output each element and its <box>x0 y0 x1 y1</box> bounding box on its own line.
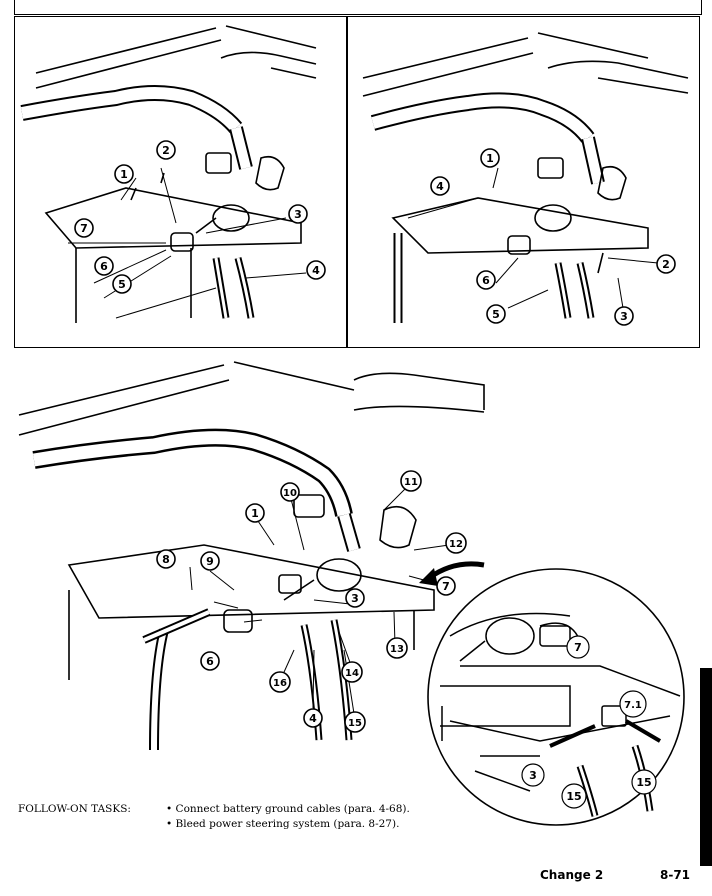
svg-text:7: 7 <box>574 641 582 654</box>
figure-bottom: 1 3 4 6 7 8 9 10 11 12 13 14 15 16 <box>18 361 485 751</box>
callout-marker: 4 <box>303 708 323 728</box>
svg-text:15: 15 <box>566 790 581 803</box>
follow-on-tasks: FOLLOW-ON TASKS: • Connect battery ground… <box>18 802 410 832</box>
svg-text:8: 8 <box>162 553 170 566</box>
svg-text:11: 11 <box>404 477 418 488</box>
callout-marker: 2 <box>156 140 176 160</box>
svg-text:4: 4 <box>309 712 317 725</box>
svg-text:9: 9 <box>206 555 214 568</box>
callout-marker: 3 <box>614 306 634 326</box>
callout-marker: 15 <box>561 783 587 809</box>
callout-marker: 6 <box>476 270 496 290</box>
callout-marker: 7 <box>74 218 94 238</box>
callout-marker: 3 <box>521 763 545 787</box>
svg-text:2: 2 <box>662 258 670 271</box>
callout-marker: 7 <box>436 576 456 596</box>
figure-top-left: 1 2 3 4 5 6 7 <box>20 25 326 323</box>
callout-group-top-left: 1 2 3 4 5 6 7 <box>74 140 326 294</box>
callout-marker: 6 <box>200 651 220 671</box>
svg-text:1: 1 <box>486 152 494 165</box>
page-number: 8-71 <box>660 868 691 882</box>
svg-text:15: 15 <box>636 776 651 789</box>
callout-marker: 13 <box>386 637 408 659</box>
detail-inset: 7 7.1 3 15 15 <box>427 568 685 826</box>
svg-text:3: 3 <box>529 769 537 782</box>
svg-text:4: 4 <box>436 180 444 193</box>
callout-marker: 4 <box>306 260 326 280</box>
svg-text:3: 3 <box>351 592 359 605</box>
callout-group-top-right: 1 2 3 4 5 6 <box>430 148 676 326</box>
callout-marker: 1 <box>114 164 134 184</box>
callout-marker: 2 <box>656 254 676 274</box>
follow-on-row-1: FOLLOW-ON TASKS: • Connect battery ground… <box>18 802 410 817</box>
figure-top-right: 1 2 3 4 5 6 <box>362 32 689 326</box>
callout-group-inset: 7 7.1 3 15 15 <box>521 635 657 809</box>
follow-on-heading: FOLLOW-ON TASKS: <box>18 803 131 815</box>
svg-text:3: 3 <box>294 208 302 221</box>
svg-text:16: 16 <box>273 678 287 689</box>
follow-on-row-2: • Bleed power steering system (para. 8-2… <box>18 817 410 832</box>
callout-marker: 3 <box>345 588 365 608</box>
callout-marker: 15 <box>344 711 366 733</box>
svg-text:7.1: 7.1 <box>624 700 642 711</box>
svg-text:13: 13 <box>390 644 404 655</box>
callout-marker: 16 <box>269 671 291 693</box>
svg-text:2: 2 <box>162 144 170 157</box>
callout-marker: 12 <box>445 532 467 554</box>
figure-panel-border <box>14 16 700 348</box>
svg-text:7: 7 <box>442 580 450 593</box>
callout-marker: 5 <box>112 274 132 294</box>
svg-text:7: 7 <box>80 222 88 235</box>
svg-text:1: 1 <box>251 507 259 520</box>
callout-marker: 15 <box>631 769 657 795</box>
svg-text:14: 14 <box>345 668 359 679</box>
svg-text:15: 15 <box>348 718 362 729</box>
callout-marker: 6 <box>94 256 114 276</box>
svg-text:6: 6 <box>100 260 108 273</box>
callout-marker: 10 <box>280 482 300 502</box>
callout-marker: 7 <box>566 635 590 659</box>
svg-text:6: 6 <box>482 274 490 287</box>
svg-text:3: 3 <box>620 310 628 323</box>
callout-marker: 3 <box>288 204 308 224</box>
svg-text:1: 1 <box>120 168 128 181</box>
callout-marker: 5 <box>486 304 506 324</box>
follow-on-item: • Bleed power steering system (para. 8-2… <box>166 818 400 830</box>
svg-text:12: 12 <box>449 539 463 550</box>
section-thumb-tab <box>700 668 712 866</box>
callout-group-bottom: 1 3 4 6 7 8 9 10 11 12 13 14 15 16 <box>156 470 467 733</box>
svg-text:6: 6 <box>206 655 214 668</box>
svg-text:4: 4 <box>312 264 320 277</box>
callout-marker: 11 <box>400 470 422 492</box>
header-box-border <box>14 0 702 15</box>
callout-marker: 1 <box>245 503 265 523</box>
callout-marker: 9 <box>200 551 220 571</box>
callout-marker: 14 <box>341 661 363 683</box>
change-number: Change 2 <box>540 868 604 882</box>
svg-text:10: 10 <box>283 488 297 499</box>
figure-panel-divider <box>346 16 348 348</box>
callout-marker: 4 <box>430 176 450 196</box>
follow-on-item: • Connect battery ground cables (para. 4… <box>166 803 410 815</box>
svg-text:5: 5 <box>118 278 126 291</box>
callout-marker: 8 <box>156 549 176 569</box>
callout-marker: 7.1 <box>619 690 647 718</box>
svg-text:5: 5 <box>492 308 500 321</box>
callout-marker: 1 <box>480 148 500 168</box>
